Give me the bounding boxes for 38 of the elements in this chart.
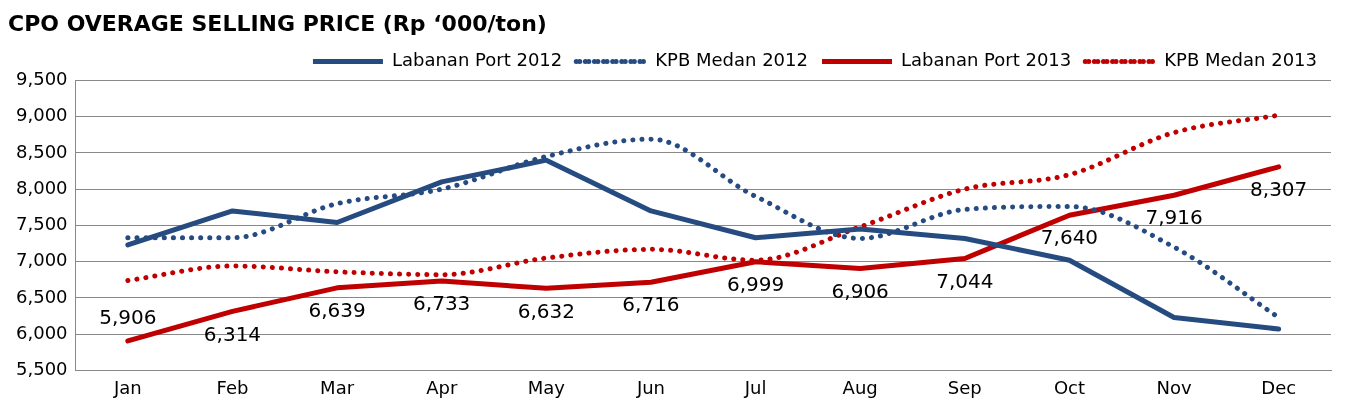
x-tick-label: Sep <box>947 376 982 398</box>
x-tick-label: Mar <box>320 376 355 398</box>
y-tick-label: 9,500 <box>16 68 68 90</box>
legend-label: KPB Medan 2013 <box>1164 49 1318 71</box>
y-tick-label: 7,500 <box>16 213 68 235</box>
legend-label: Labanan Port 2012 <box>391 49 563 71</box>
x-tick-label: Apr <box>426 376 458 398</box>
x-tick-label: Dec <box>1261 376 1297 398</box>
data-label: 6,632 <box>517 298 575 323</box>
x-tick-label: Jun <box>635 376 666 398</box>
y-tick-label: 7,000 <box>16 249 68 271</box>
x-tick-label: Jan <box>112 376 142 398</box>
x-tick-label: Nov <box>1156 376 1192 398</box>
y-tick-label: 8,500 <box>16 140 68 162</box>
data-label: 6,716 <box>622 292 680 317</box>
data-label: 5,906 <box>99 305 157 330</box>
legend-label: Labanan Port 2013 <box>900 49 1072 71</box>
y-tick-label: 8,000 <box>16 176 68 198</box>
data-label: 7,044 <box>936 268 994 293</box>
x-tick-label: Oct <box>1053 376 1086 398</box>
data-label: 8,307 <box>1250 177 1308 202</box>
y-tick-label: 5,500 <box>16 358 68 380</box>
legend-label: KPB Medan 2012 <box>655 49 808 71</box>
data-label: 6,314 <box>203 321 262 346</box>
y-tick-label: 6,500 <box>16 285 68 307</box>
x-tick-label: Feb <box>216 376 249 398</box>
data-label: 6,733 <box>413 291 471 316</box>
data-label: 6,999 <box>726 271 785 296</box>
data-label: 7,640 <box>1040 225 1099 250</box>
x-tick-label: Jul <box>743 376 767 398</box>
data-label: 6,906 <box>831 278 889 303</box>
y-tick-label: 6,000 <box>16 321 68 343</box>
chart-title: CPO OVERAGE SELLING PRICE (Rp ‘000/ton) <box>8 10 547 36</box>
x-tick-label: May <box>527 376 566 398</box>
data-label: 7,916 <box>1145 205 1203 230</box>
data-label: 6,639 <box>308 298 366 323</box>
y-tick-label: 9,000 <box>16 104 68 126</box>
x-tick-label: Aug <box>842 376 878 398</box>
